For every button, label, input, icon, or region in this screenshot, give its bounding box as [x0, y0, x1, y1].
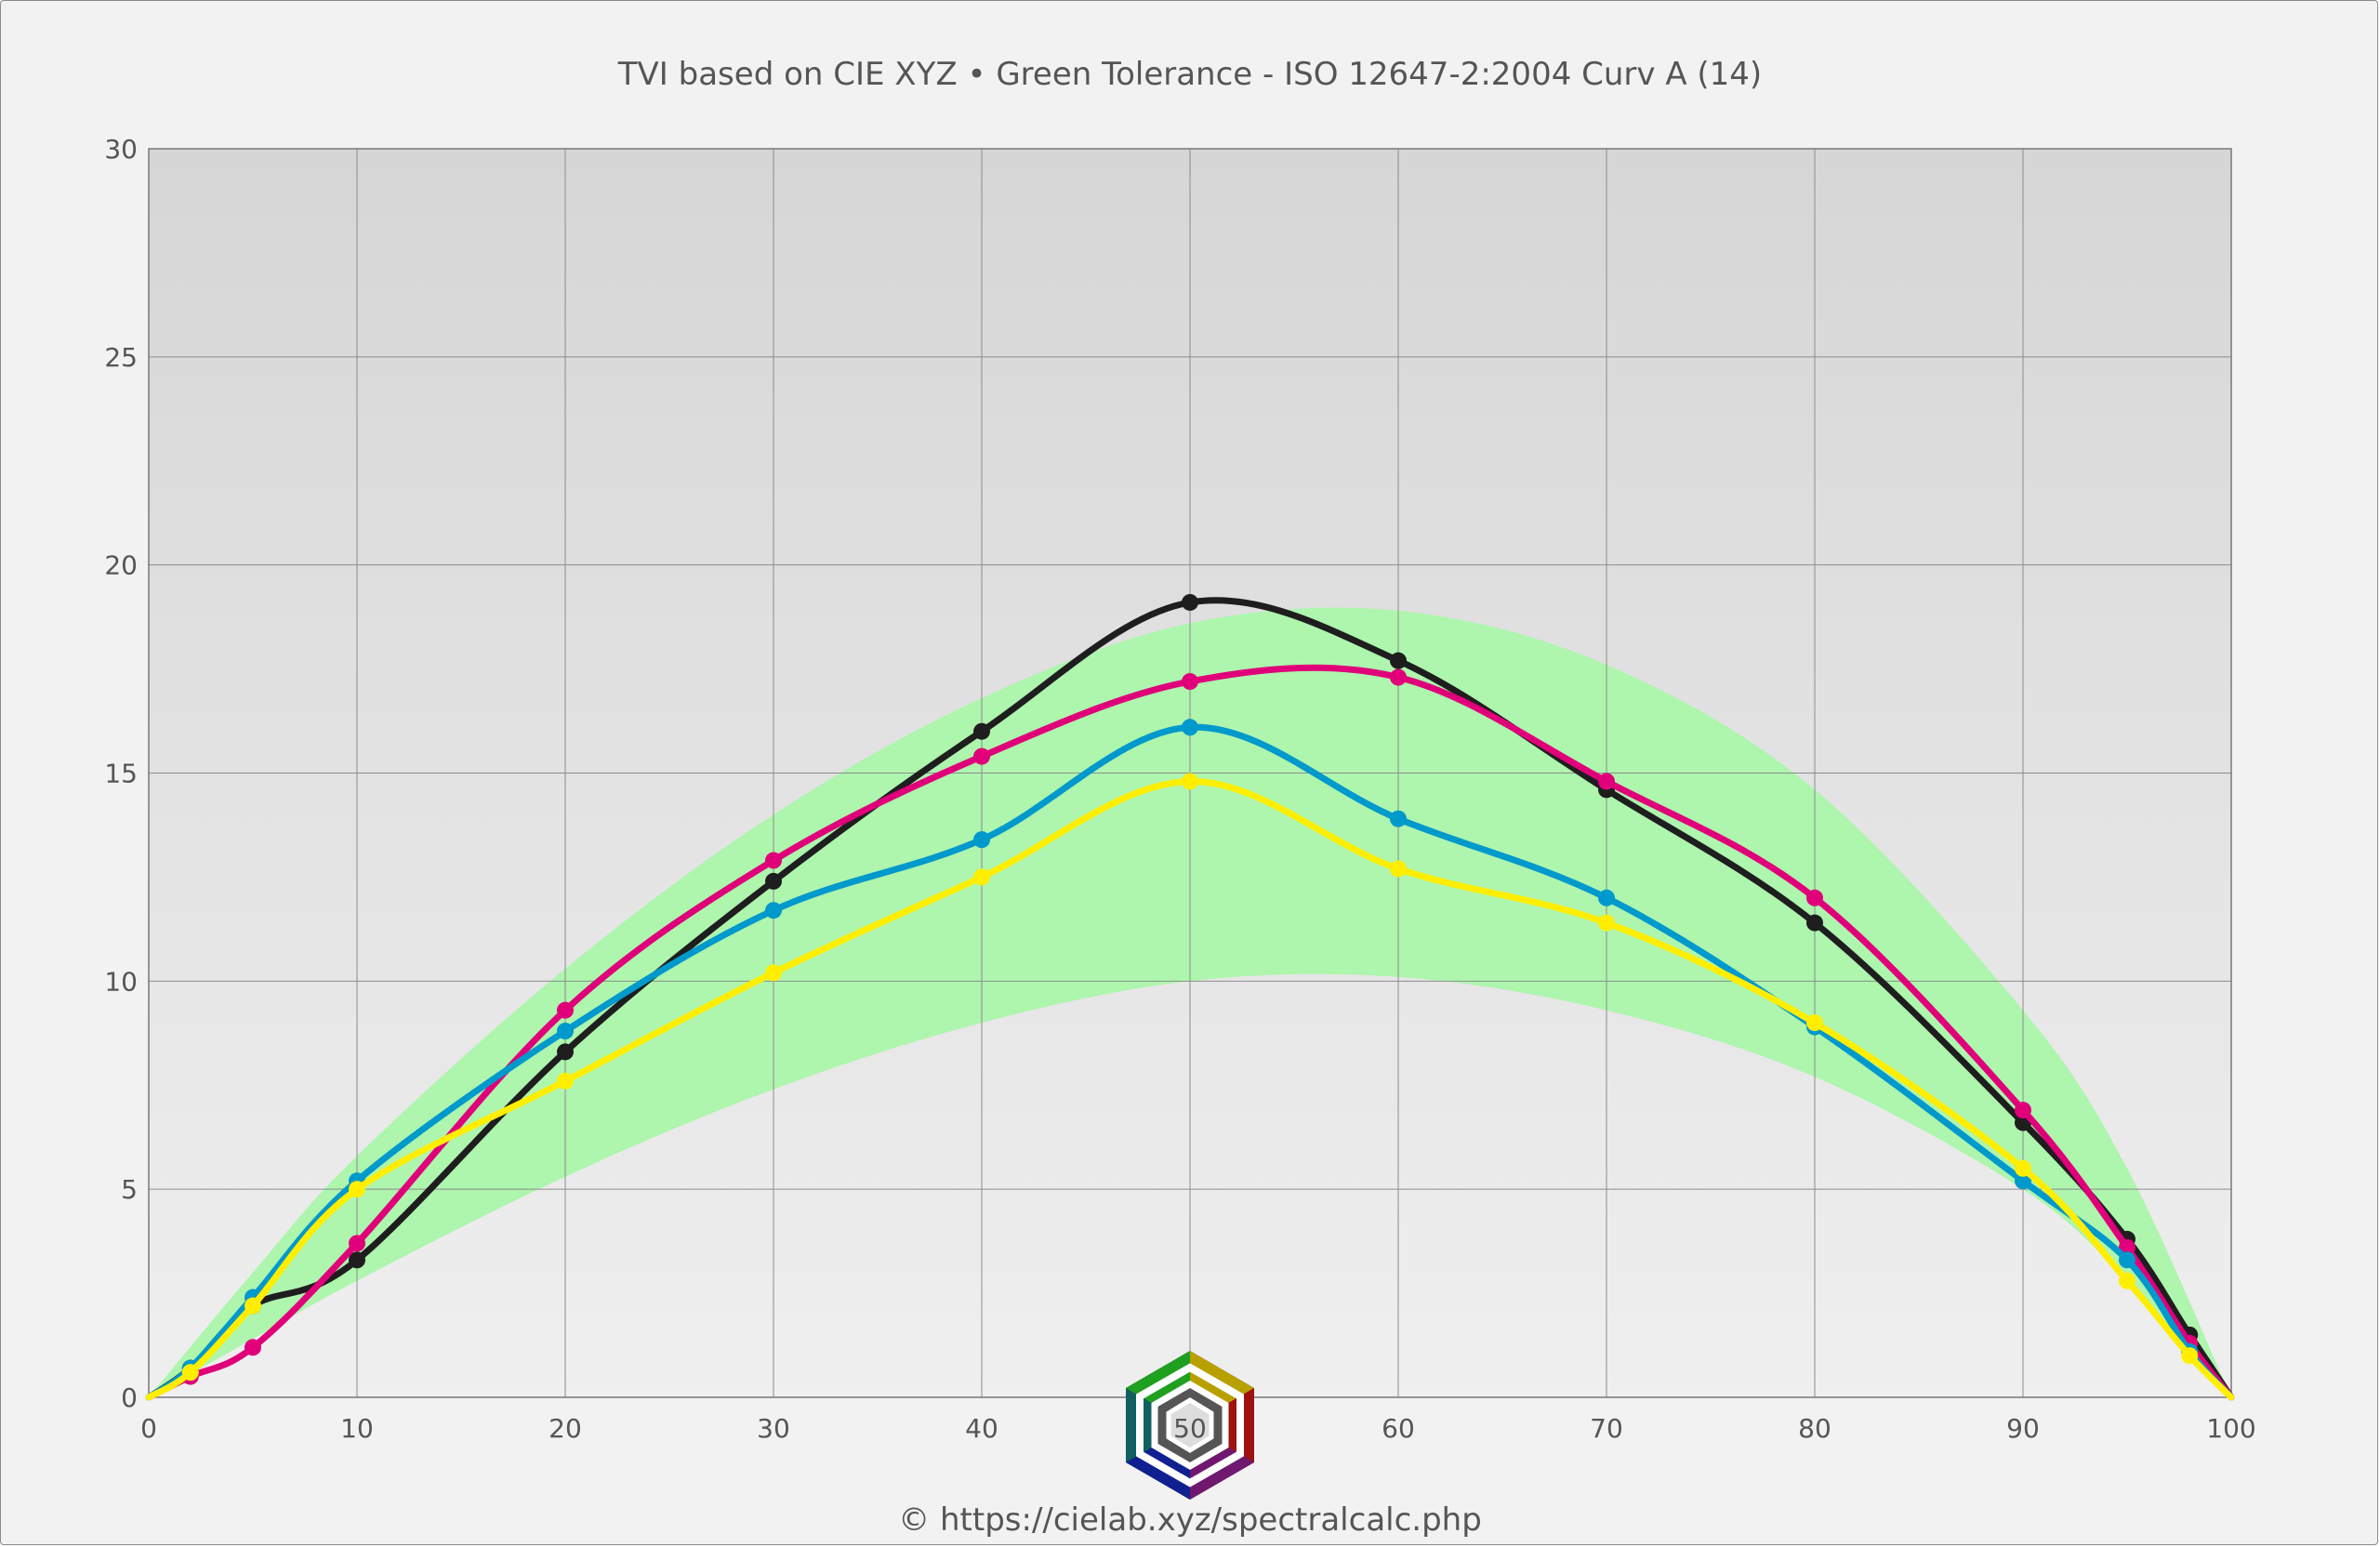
data-point [1598, 889, 1615, 906]
logo-label: 50 [1173, 1413, 1207, 1444]
data-point [557, 1001, 574, 1019]
data-point [245, 1297, 261, 1315]
y-tick-label: 0 [121, 1382, 138, 1413]
x-tick-label: 90 [2006, 1413, 2040, 1444]
tolerance-band [149, 607, 2231, 1397]
hexagon-logo-icon [1126, 1351, 1254, 1500]
data-point [2181, 1347, 2199, 1365]
data-point [765, 902, 782, 919]
data-point [1182, 593, 1198, 611]
chart-title: TVI based on CIE XYZ • Green Tolerance -… [617, 56, 1762, 93]
data-point [1598, 914, 1615, 932]
data-point [973, 868, 990, 886]
data-point [349, 1251, 365, 1269]
data-point [1806, 889, 1823, 906]
data-point [557, 1023, 574, 1040]
data-point [973, 831, 990, 849]
data-point [765, 852, 782, 869]
series-line [145, 664, 2235, 1401]
x-tick-label: 80 [1798, 1413, 1831, 1444]
data-point [2015, 1159, 2031, 1177]
data-point [765, 872, 782, 890]
data-point [1390, 810, 1407, 827]
data-point [349, 1235, 365, 1252]
tick-labels: 0 10 20 30 40 50 60 70 80 90 100 0 5 10 15 20 25 30 [104, 134, 2255, 1444]
data-point [181, 1364, 199, 1382]
x-tick-label: 20 [549, 1413, 582, 1444]
data-point [1182, 719, 1198, 736]
data-point [349, 1181, 365, 1198]
data-point [1182, 673, 1198, 691]
data-point [1390, 652, 1407, 669]
x-tick-label: 40 [965, 1413, 998, 1444]
footer-url[interactable]: © https://cielab.xyz/spectralcalc.php [898, 1501, 1482, 1539]
data-point [1598, 773, 1615, 790]
data-point [245, 1339, 261, 1356]
data-point [557, 1043, 574, 1061]
data-point [557, 1072, 574, 1090]
x-tick-label: 30 [757, 1413, 790, 1444]
data-point [765, 964, 782, 982]
data-point [2015, 1102, 2031, 1119]
x-tick-label: 0 [140, 1413, 157, 1444]
x-tick-label: 10 [340, 1413, 374, 1444]
x-tick-label: 70 [1590, 1413, 1623, 1444]
tolerance-band-area [149, 607, 2231, 1397]
series-1 [145, 664, 2235, 1401]
series-lines [145, 593, 2235, 1401]
series-3 [145, 773, 2235, 1401]
data-point [2015, 1172, 2031, 1190]
data-point [1390, 668, 1407, 686]
data-point [1182, 773, 1198, 790]
data-point [1390, 860, 1407, 878]
data-point [973, 747, 990, 765]
y-tick-label: 25 [104, 342, 138, 373]
y-tick-label: 20 [104, 550, 138, 581]
data-point [1806, 914, 1823, 932]
data-point [2119, 1251, 2135, 1269]
y-tick-label: 10 [104, 966, 138, 997]
data-point [973, 722, 990, 740]
data-point [1806, 1014, 1823, 1032]
y-tick-label: 30 [104, 134, 138, 165]
data-point [2119, 1272, 2135, 1289]
x-tick-label: 60 [1382, 1413, 1415, 1444]
y-tick-label: 5 [121, 1174, 138, 1205]
y-tick-label: 15 [104, 759, 138, 789]
x-tick-label: 100 [2206, 1413, 2255, 1444]
